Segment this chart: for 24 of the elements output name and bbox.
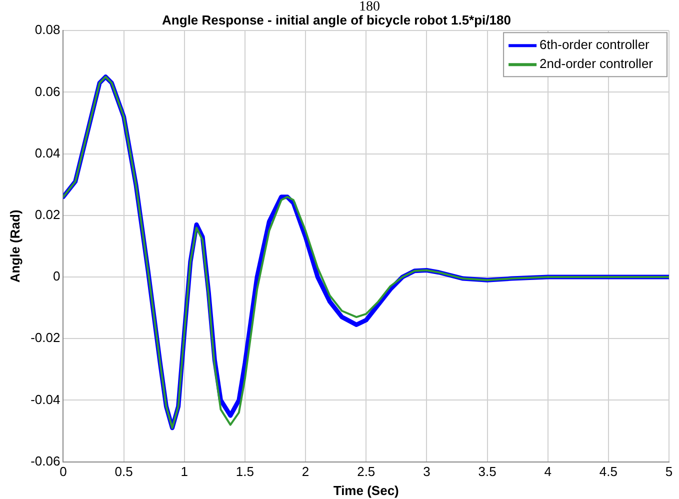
- x-tick-label: 3.5: [478, 464, 496, 480]
- y-tick-label: -0.02: [30, 330, 60, 346]
- text: 180: [359, 0, 380, 15]
- chart-title: Angle Response - initial angle of bicycle robot 1.5*pi/180: [162, 12, 511, 28]
- x-tick-label: 2.5: [357, 464, 376, 480]
- x-tick-label: 4: [544, 464, 552, 480]
- x-tick-label: 1: [180, 464, 188, 480]
- x-tick-label: 5: [665, 464, 673, 480]
- y-tick-label: 0.08: [34, 22, 60, 38]
- y-tick-label: 0: [52, 268, 60, 284]
- y-tick-label: -0.04: [30, 392, 60, 407]
- y-tick-label: 0.06: [34, 84, 60, 99]
- y-tick-label: 0.04: [34, 145, 60, 160]
- x-tick-label: 3: [423, 464, 430, 480]
- x-axis-title: Time (Sec): [333, 482, 399, 498]
- x-tick-label: 0.5: [114, 464, 133, 480]
- x-tick-label: 4.5: [599, 464, 618, 480]
- y-axis-title: Angle (Rad): [7, 210, 22, 283]
- legend-label: 6th-order controller: [540, 37, 650, 52]
- y-tick-label: 0.02: [34, 206, 60, 222]
- y-tick-label: -0.06: [30, 453, 60, 468]
- legend-label: 2nd-order controller: [540, 56, 654, 72]
- x-tick-label: 1.5: [236, 464, 254, 480]
- x-tick-label: 2: [302, 464, 310, 480]
